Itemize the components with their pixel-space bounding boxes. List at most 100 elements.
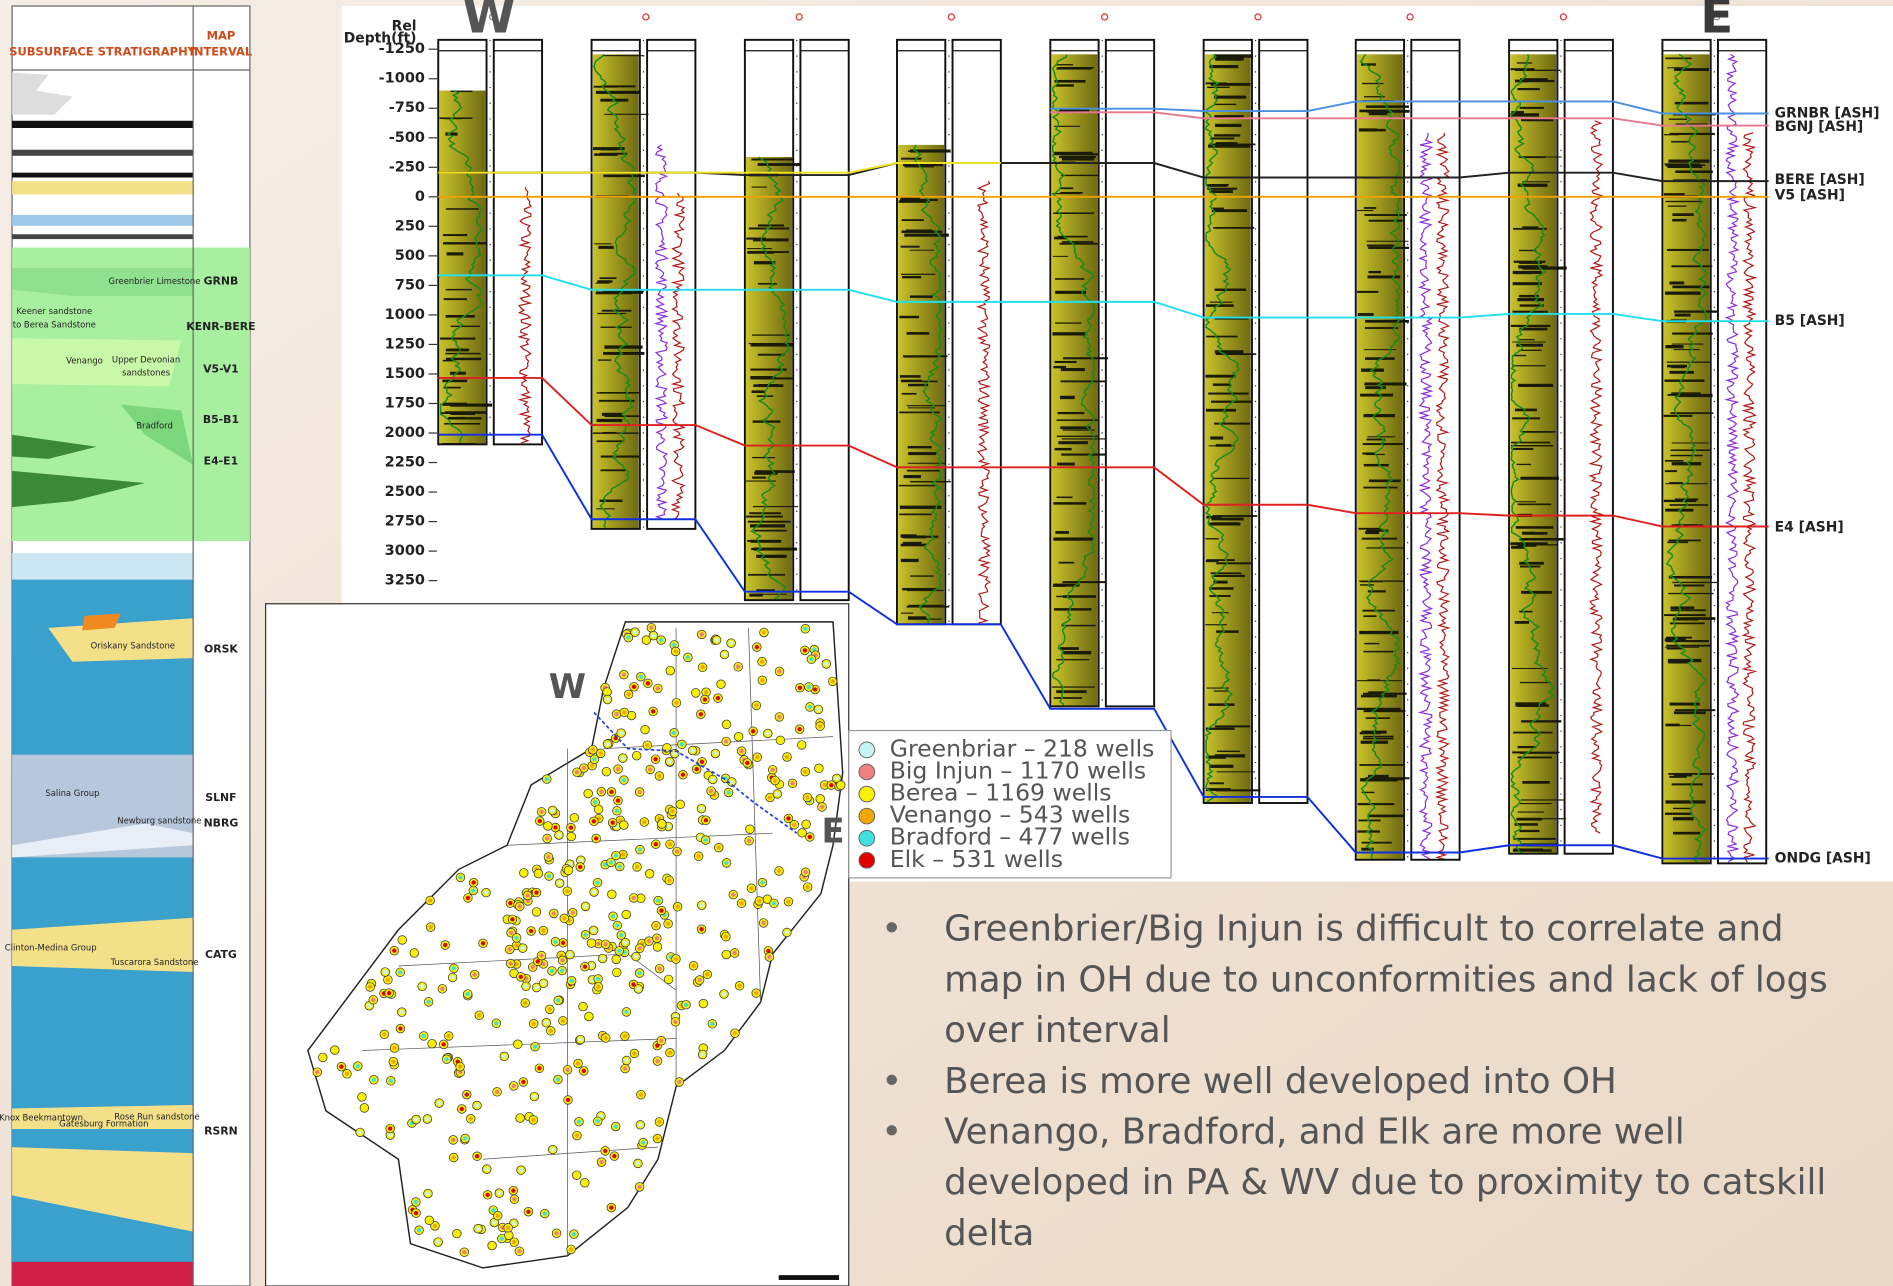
well-dot-core bbox=[565, 1068, 569, 1072]
shale-streak bbox=[1674, 310, 1719, 312]
shale-streak bbox=[1208, 393, 1248, 395]
depth-tick-label: 500 bbox=[395, 248, 425, 264]
well-dot-core bbox=[315, 1070, 319, 1074]
well-dot-core bbox=[785, 755, 789, 759]
well-dot-core bbox=[767, 955, 771, 959]
well-dot-core bbox=[817, 766, 821, 770]
depth-tick-label: 750 bbox=[395, 277, 425, 293]
well-fill bbox=[1510, 54, 1556, 853]
shale-streak bbox=[445, 411, 486, 413]
formation-top-label: V5 [ASH] bbox=[1775, 188, 1845, 204]
shale-streak bbox=[1665, 724, 1679, 727]
shale-streak bbox=[1665, 345, 1683, 348]
well-dot-core bbox=[586, 791, 590, 795]
well-dot-core bbox=[736, 735, 740, 739]
well-dot-core bbox=[596, 985, 600, 989]
shale-streak bbox=[1058, 441, 1088, 444]
shale-streak bbox=[596, 508, 615, 509]
shale-streak bbox=[1213, 383, 1231, 385]
well-dot-core bbox=[813, 687, 817, 691]
well-dot-core bbox=[496, 1214, 500, 1218]
legend-swatch bbox=[859, 830, 875, 846]
depth-tick-label: -1000 bbox=[379, 71, 425, 87]
shale-streak bbox=[439, 117, 472, 119]
shale-streak bbox=[1518, 503, 1552, 505]
well-dot-core bbox=[605, 690, 609, 694]
well-dot-core bbox=[523, 1001, 527, 1005]
well-dot-core bbox=[656, 686, 660, 690]
well-dot-core bbox=[700, 760, 704, 764]
well-dot-core bbox=[452, 966, 456, 970]
shale-streak bbox=[1358, 528, 1380, 530]
well-dot-core bbox=[492, 1220, 496, 1224]
well-dot-core bbox=[400, 1010, 404, 1014]
well-dot-core bbox=[569, 979, 573, 983]
shale-streak bbox=[1057, 436, 1098, 437]
shale-streak bbox=[1521, 720, 1561, 722]
shale-streak bbox=[751, 158, 794, 160]
shale-streak bbox=[758, 283, 777, 285]
well-dot-core bbox=[544, 1021, 548, 1025]
shale-streak bbox=[1206, 375, 1236, 378]
well-dot-core bbox=[800, 743, 804, 747]
depth-tick-label: 3250 bbox=[385, 573, 425, 589]
well-dot-core bbox=[521, 946, 525, 950]
well-dot-core bbox=[497, 1191, 501, 1195]
well-dot-core bbox=[495, 1090, 499, 1094]
well-dot-core bbox=[362, 1106, 366, 1110]
well-dot-core bbox=[624, 1058, 628, 1062]
shale-streak bbox=[1670, 455, 1702, 456]
well-dot-core bbox=[632, 685, 636, 689]
shale-streak bbox=[1671, 449, 1711, 451]
shale-streak bbox=[1667, 648, 1683, 650]
formation-top-label: BERE [ASH] bbox=[1775, 172, 1865, 188]
shale-streak bbox=[1361, 695, 1397, 698]
well-dot-core bbox=[699, 927, 703, 931]
well-dot-core bbox=[560, 958, 564, 962]
depth-tick-label: -500 bbox=[389, 130, 425, 146]
well-dot-core bbox=[509, 961, 513, 965]
shale-streak bbox=[903, 542, 922, 545]
shale-streak bbox=[1674, 711, 1706, 714]
shale-streak bbox=[1213, 575, 1244, 577]
shale-streak bbox=[910, 250, 934, 251]
shale-streak bbox=[750, 376, 775, 379]
well-dot-core bbox=[686, 655, 690, 659]
shale-streak bbox=[448, 417, 482, 419]
well-dot-core bbox=[556, 998, 560, 1002]
well-dot-core bbox=[572, 1232, 576, 1236]
shale-streak bbox=[1672, 783, 1703, 785]
well-dot-core bbox=[471, 880, 475, 884]
shale-streak bbox=[1668, 593, 1713, 594]
well-dot-core bbox=[422, 1034, 426, 1038]
well-dot-core bbox=[617, 949, 621, 953]
well-dot-core bbox=[569, 825, 573, 829]
well-dot-core bbox=[639, 896, 643, 900]
shale-streak bbox=[1053, 502, 1086, 505]
well-dot-core bbox=[560, 968, 564, 972]
well-dot-core bbox=[426, 1000, 430, 1004]
shale-streak bbox=[1362, 538, 1397, 540]
shape bbox=[12, 150, 193, 156]
shale-streak bbox=[1522, 532, 1535, 534]
well-dot-core bbox=[675, 905, 679, 909]
shale-streak bbox=[1056, 84, 1074, 86]
well-dot-core bbox=[534, 985, 538, 989]
well-dot-core bbox=[623, 940, 627, 944]
well-dot-core bbox=[651, 709, 655, 713]
shale-streak bbox=[1211, 518, 1243, 521]
well-dot-core bbox=[761, 921, 765, 925]
shale-streak bbox=[1513, 282, 1542, 285]
well-dot-core bbox=[575, 1173, 579, 1177]
formation-top-label: ONDG [ASH] bbox=[1775, 851, 1871, 867]
shale-streak bbox=[1520, 682, 1551, 683]
shale-streak bbox=[753, 238, 789, 241]
shale-streak bbox=[899, 316, 919, 318]
well-dot-core bbox=[724, 861, 728, 865]
well-dot-core bbox=[622, 778, 626, 782]
shale-streak bbox=[1672, 213, 1693, 216]
well-dot-core bbox=[512, 971, 516, 975]
well-dot-core bbox=[514, 943, 518, 947]
shale-streak bbox=[1517, 88, 1539, 90]
shale-streak bbox=[598, 246, 613, 249]
